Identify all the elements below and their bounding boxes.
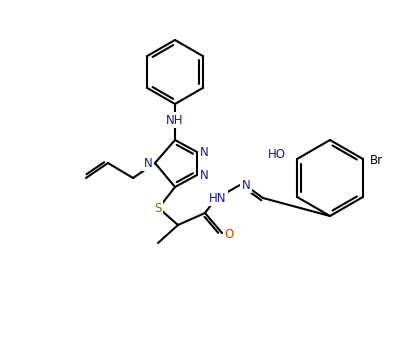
Text: N: N — [199, 169, 208, 181]
Text: S: S — [154, 201, 162, 215]
Text: NH: NH — [166, 114, 184, 126]
Text: N: N — [242, 178, 250, 191]
Text: HO: HO — [268, 147, 286, 161]
Text: N: N — [143, 156, 152, 170]
Text: N: N — [199, 146, 208, 159]
Text: HN: HN — [209, 191, 227, 205]
Text: Br: Br — [370, 155, 384, 167]
Text: O: O — [224, 228, 234, 241]
